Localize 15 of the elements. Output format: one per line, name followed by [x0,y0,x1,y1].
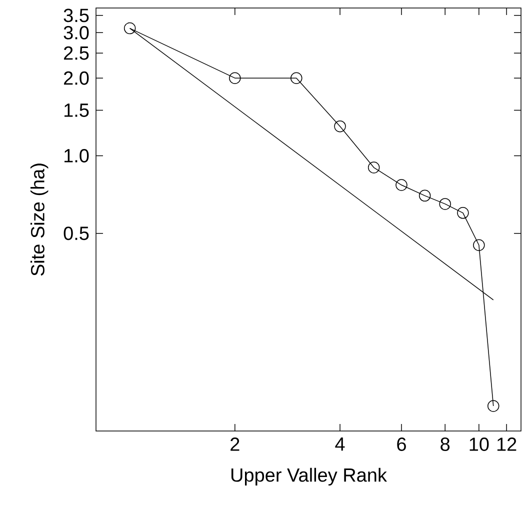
x-axis-title: Upper Valley Rank [231,468,387,486]
y-tick-label: 2.0 [64,71,89,85]
x-tick-label: 2 [230,438,240,451]
x-tick-label: 6 [397,438,406,451]
y-tick-label: 1.5 [64,104,89,117]
y-tick-label: 2.5 [64,46,89,60]
x-tick-label: 8 [440,438,450,451]
x-tick-label: 4 [335,438,345,451]
y-tick-label: 3.0 [64,26,89,40]
y-tick-label: 1.0 [64,148,89,162]
y-axis-title: Site Size (ha) [30,164,48,276]
x-tick-label: 10 [470,438,489,451]
x-tick-label: 12 [497,438,516,451]
y-tick-label: 0.5 [64,226,89,240]
y-tick-label: 3.5 [64,8,89,22]
